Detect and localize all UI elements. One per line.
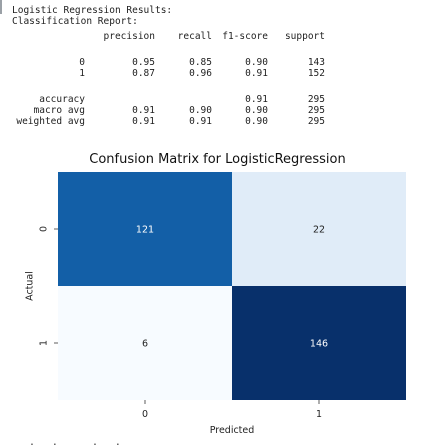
heatmap-cell-1-1	[232, 286, 406, 400]
heatmap-cell-0-1	[232, 172, 406, 286]
col-support: support	[284, 31, 325, 42]
row0-support: 143	[307, 57, 325, 68]
heatmap-value-1-1: 146	[310, 339, 328, 350]
col-recall: recall	[177, 31, 212, 42]
row1-recall: 0.96	[189, 68, 212, 79]
x-axis-label: Predicted	[210, 425, 255, 436]
macro-avg-support: 295	[307, 105, 325, 116]
weighted-avg-label: weighted avg	[16, 116, 85, 127]
accuracy-f1: 0.91	[245, 94, 268, 105]
weighted-avg-recall: 0.91	[189, 116, 212, 127]
x-tick-label-0: 0	[142, 409, 148, 420]
accuracy-support: 295	[307, 94, 325, 105]
heatmap-value-1-0: 6	[142, 339, 148, 350]
truncated-output-line: . . . .	[12, 437, 121, 448]
col-f1: f1-score	[222, 31, 268, 42]
y-tick-label-0: 0	[39, 226, 50, 232]
heatmap-value-0-0: 121	[136, 225, 154, 236]
y-tick-label-1: 1	[39, 340, 50, 346]
weighted-avg-precision: 0.91	[132, 116, 155, 127]
heatmap-cell-0-0	[58, 172, 232, 286]
weighted-avg-support: 295	[307, 116, 325, 127]
y-axis-label: Actual	[25, 271, 36, 301]
heatmap-value-0-1: 22	[313, 225, 325, 236]
macro-avg-f1: 0.90	[245, 105, 268, 116]
row-label-1: 1	[79, 68, 85, 79]
row0-f1: 0.90	[245, 57, 268, 68]
report-header: Classification Report:	[12, 16, 138, 27]
row1-support: 152	[307, 68, 325, 79]
chart-title: Confusion Matrix for LogisticRegression	[89, 152, 346, 167]
row1-f1: 0.91	[245, 68, 268, 79]
x-tick-label-1: 1	[316, 409, 322, 420]
col-precision: precision	[103, 31, 155, 42]
row0-recall: 0.85	[189, 57, 212, 68]
row0-precision: 0.95	[132, 57, 155, 68]
macro-avg-precision: 0.91	[132, 105, 155, 116]
results-header: Logistic Regression Results:	[12, 5, 173, 16]
macro-avg-recall: 0.90	[189, 105, 212, 116]
cell-output-gutter	[0, 0, 2, 14]
row-label-0: 0	[79, 57, 85, 68]
weighted-avg-f1: 0.90	[245, 116, 268, 127]
row1-precision: 0.87	[132, 68, 155, 79]
heatmap-cell-1-0	[58, 286, 232, 400]
macro-avg-label: macro avg	[33, 105, 85, 116]
accuracy-label: accuracy	[39, 94, 85, 105]
